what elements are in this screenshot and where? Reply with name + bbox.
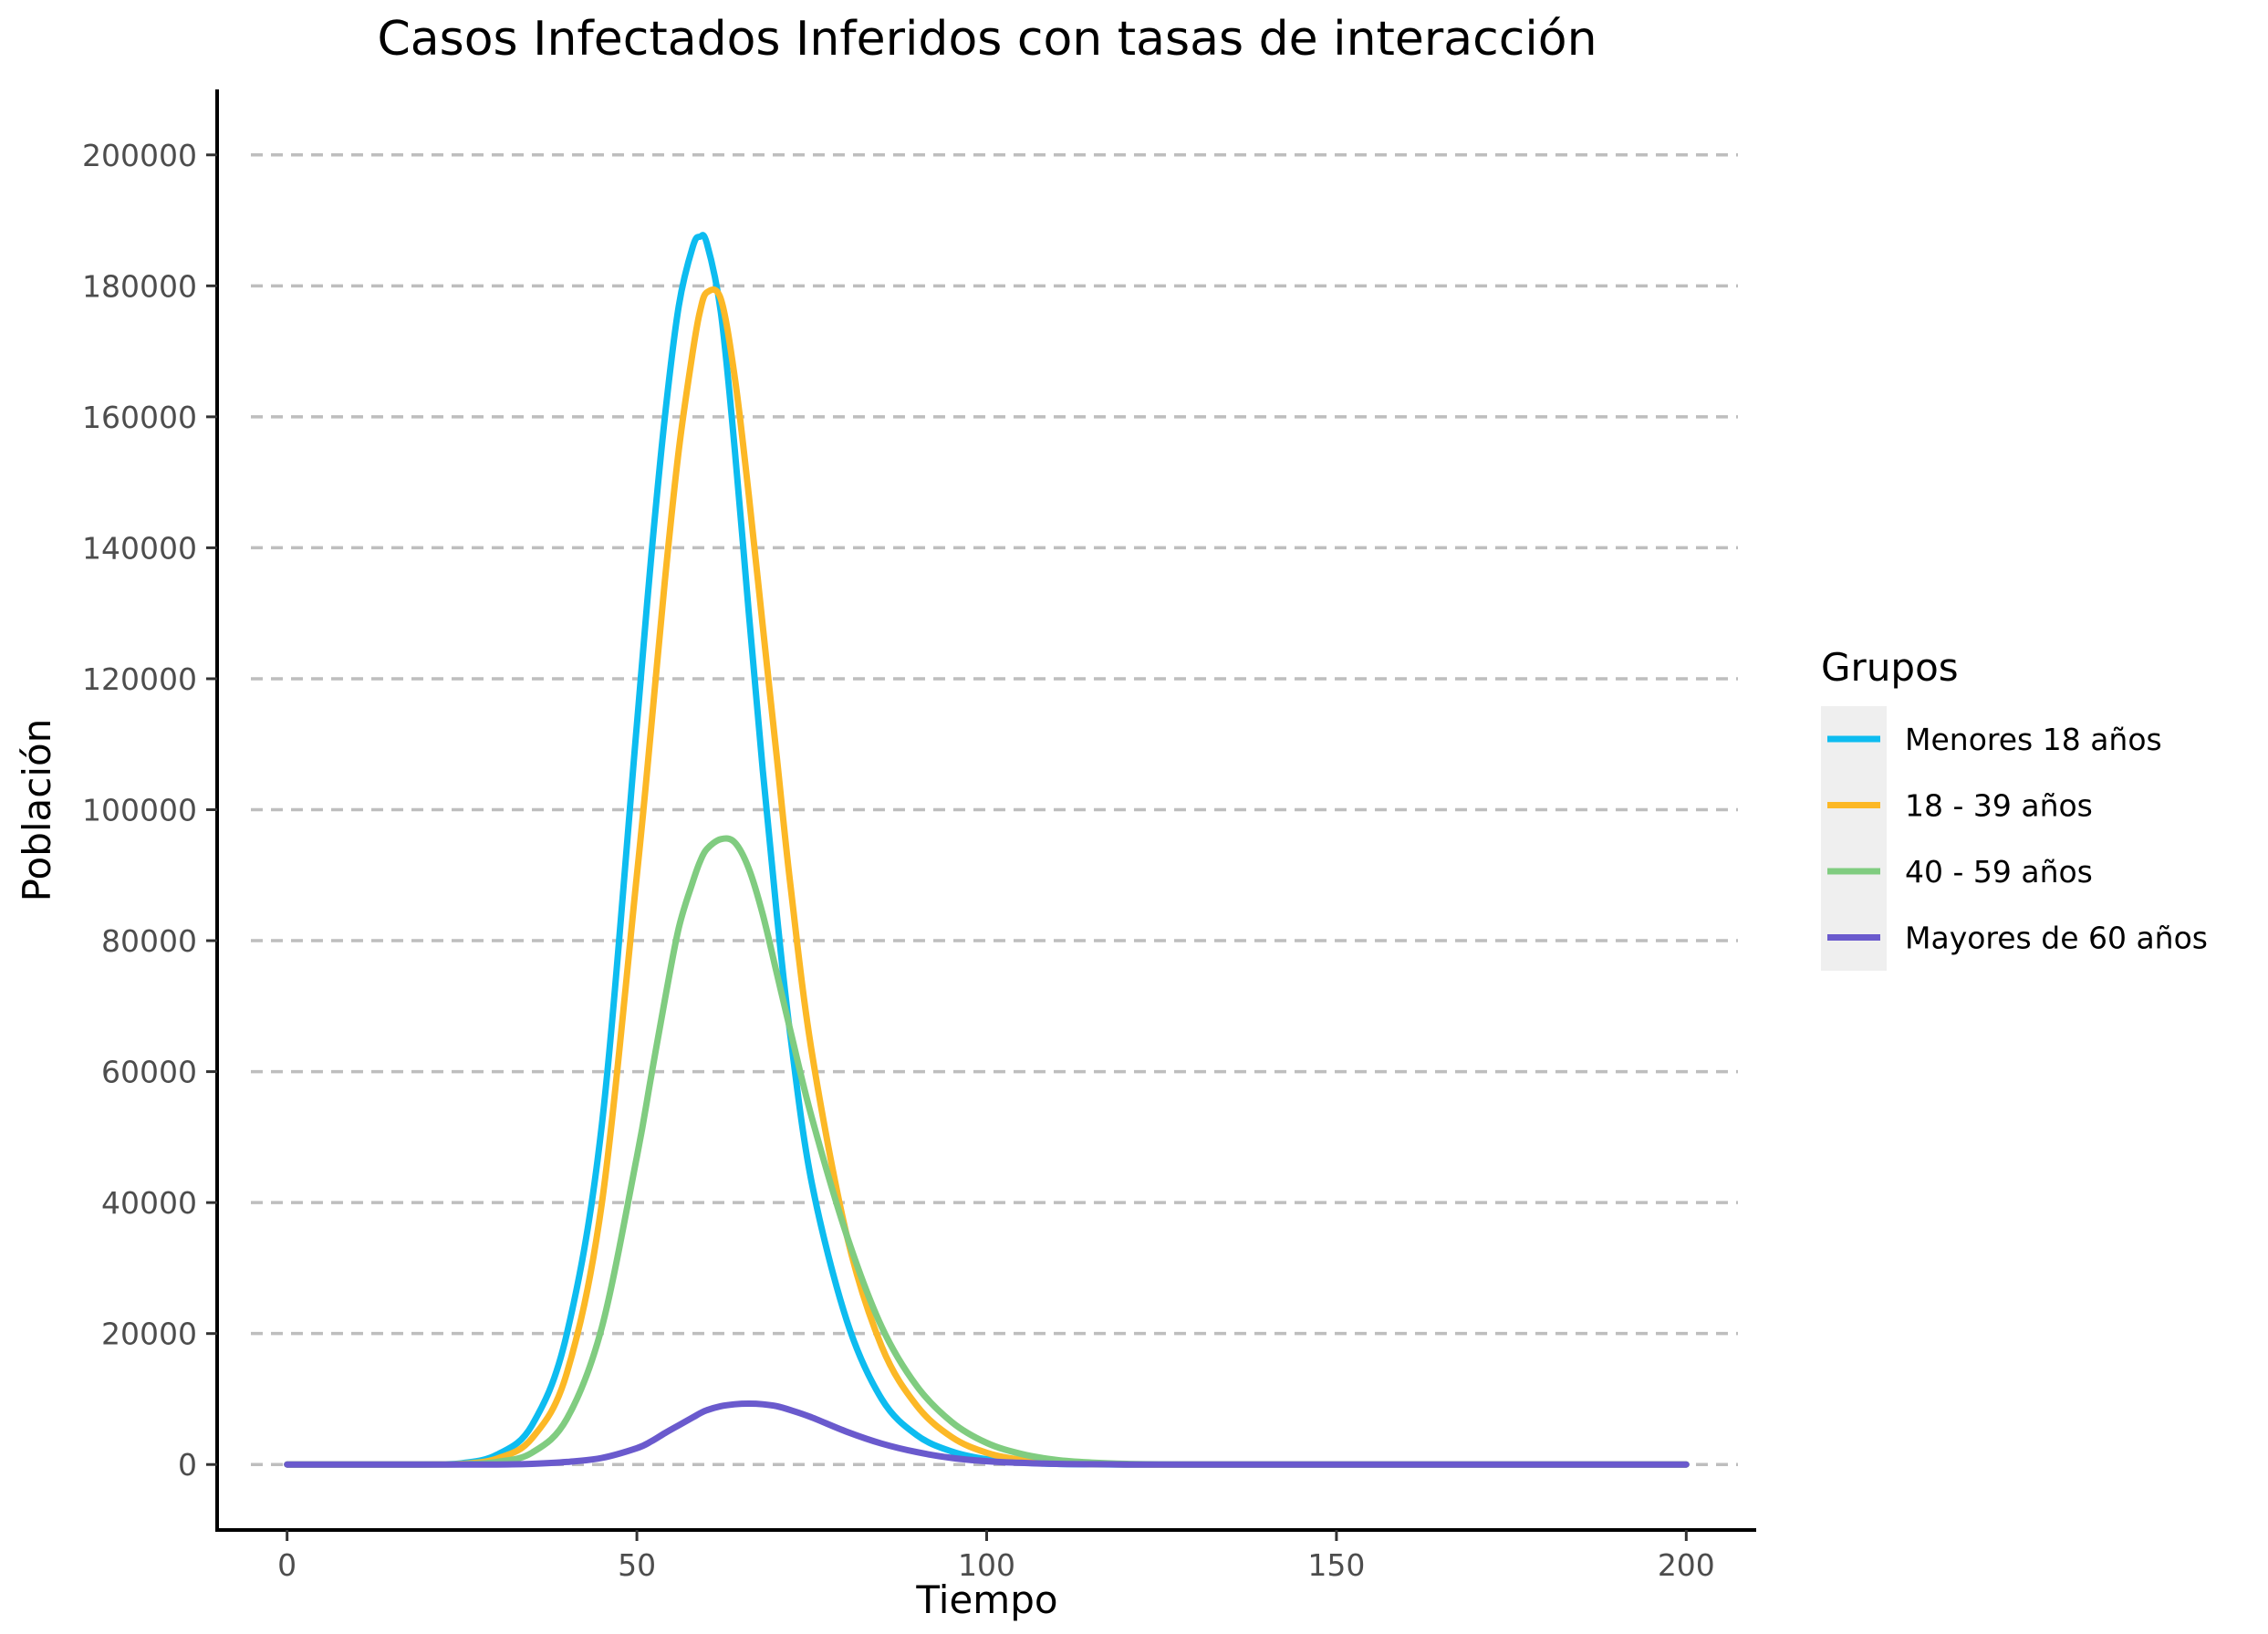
- legend-label: Mayores de 60 años: [1905, 921, 2208, 956]
- y-tick-label: 100000: [82, 793, 197, 828]
- x-tick-label: 100: [958, 1547, 1015, 1583]
- y-tick-label: 80000: [101, 923, 197, 959]
- x-axis-title: Tiempo: [915, 1577, 1057, 1622]
- y-tick-label: 20000: [101, 1317, 197, 1352]
- y-tick-label: 0: [178, 1447, 197, 1483]
- legend-label: 18 - 39 años: [1905, 788, 2093, 824]
- legend-title: Grupos: [1821, 645, 1959, 690]
- y-tick-label: 140000: [82, 530, 197, 566]
- legend-label: Menores 18 años: [1905, 722, 2162, 757]
- y-axis-title: Población: [15, 719, 59, 902]
- legend-label: 40 - 59 años: [1905, 854, 2093, 890]
- y-axis-ticks: 0 20000 40000 60000 80000 100000 120000 140000 1…: [82, 138, 217, 1483]
- x-tick-label: 0: [277, 1547, 297, 1583]
- x-axis-ticks: 0 50 100 150 200: [277, 1530, 1715, 1583]
- legend-key-background: [1821, 706, 1887, 971]
- legend: Grupos Menores 18 años 18 - 39 años 40 - 5…: [1821, 645, 2208, 971]
- x-tick-label: 150: [1307, 1547, 1365, 1583]
- y-tick-label: 120000: [82, 661, 197, 697]
- x-tick-label: 200: [1658, 1547, 1715, 1583]
- y-tick-label: 40000: [101, 1185, 197, 1221]
- y-tick-label: 180000: [82, 268, 197, 304]
- y-tick-label: 200000: [82, 138, 197, 173]
- series-line: [284, 1400, 1690, 1468]
- y-tick-label: 60000: [101, 1055, 197, 1090]
- x-tick-label: 50: [618, 1547, 656, 1583]
- legend-items: Menores 18 años 18 - 39 años 40 - 59 años M…: [1827, 722, 2208, 956]
- y-tick-label: 160000: [82, 400, 197, 435]
- chart-title: Casos Infectados Inferidos con tasas de …: [377, 12, 1597, 67]
- series-lines: [284, 232, 1690, 1468]
